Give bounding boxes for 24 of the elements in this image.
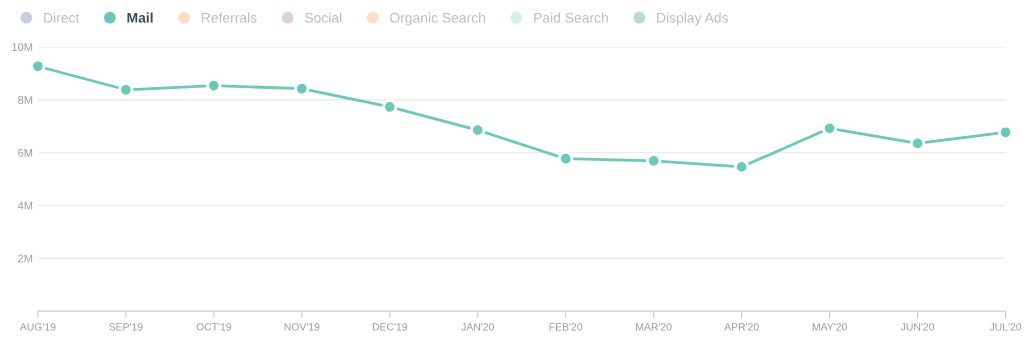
x-tick-label: APR'20 [724,323,759,331]
x-tick-label: MAR'20 [636,323,672,331]
y-tick-label: 8M [18,96,33,104]
x-tick-label: FEB'20 [549,323,583,331]
legend-label: Display Ads [657,12,729,26]
x-tick-label: JAN'20 [461,323,494,331]
x-tick-label: JUN'20 [900,323,935,331]
x-tick-label: MAY'20 [812,323,847,331]
x-tick-label: AUG'19 [19,323,56,331]
x-tick-label: OCT'19 [196,323,232,331]
legend-label: Referrals [201,12,257,23]
legend-label: Organic Search [390,12,485,26]
x-tick-label: DEC'19 [372,323,408,331]
x-tick-label: NOV'19 [284,323,320,331]
y-tick-label: 2M [18,254,33,263]
y-tick-label: 4M [17,201,33,210]
legend-label: Paid Search [534,12,608,23]
legend-label: Mail [127,12,153,23]
x-tick-label: JUL'20 [989,323,1022,331]
x-tick-label: SEP'19 [109,323,143,331]
legend-label: Direct [44,12,80,23]
y-tick-label: 6M [18,148,33,157]
legend-label: Social [304,12,342,23]
y-tick-label: 10M [12,43,33,52]
